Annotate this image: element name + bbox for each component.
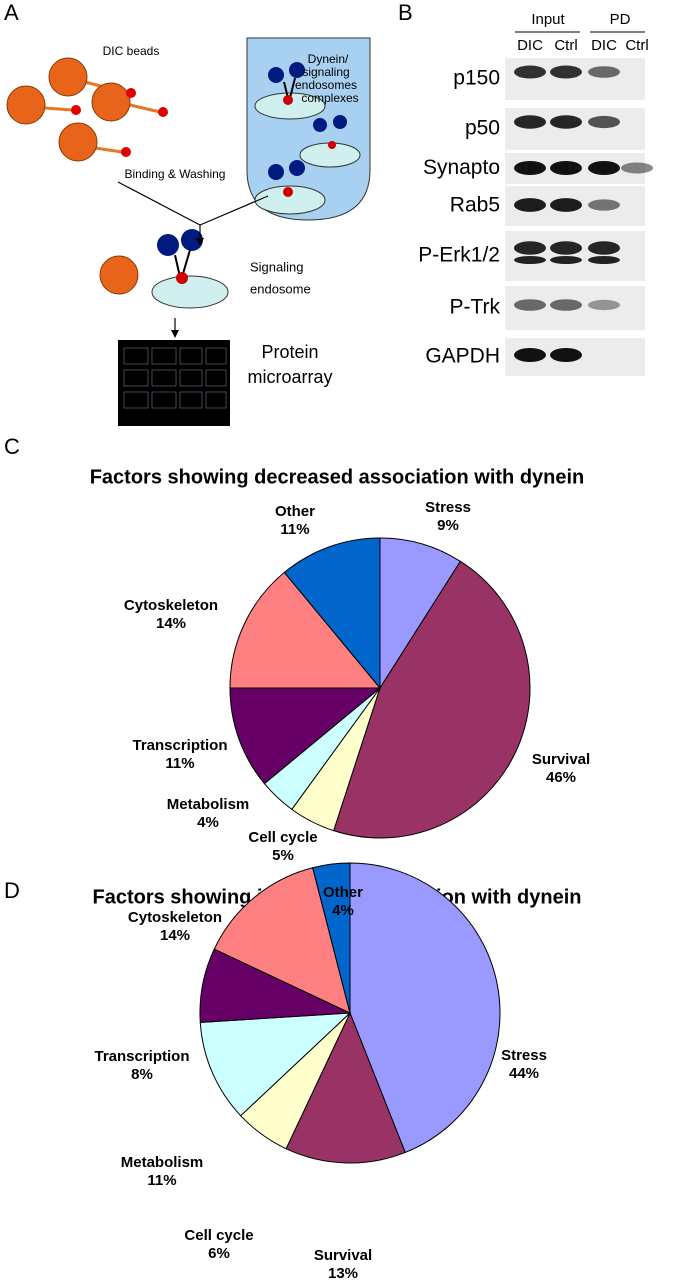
slice-value: 44% bbox=[509, 1065, 539, 1082]
diagram-label: complexes bbox=[301, 91, 358, 105]
pie-slice bbox=[333, 560, 531, 839]
group-label: Input bbox=[531, 11, 565, 28]
slice-label: Stress bbox=[425, 499, 471, 516]
band bbox=[514, 65, 546, 79]
row-label: P-Trk bbox=[449, 296, 500, 319]
slice-label: Cell cycle bbox=[184, 1227, 253, 1244]
diagram-label: signaling bbox=[302, 65, 349, 79]
lane-label: Ctrl bbox=[554, 37, 577, 54]
band bbox=[514, 299, 546, 311]
slice-label: Survival bbox=[314, 1247, 372, 1264]
slice-label: Other bbox=[275, 503, 315, 520]
band bbox=[588, 256, 620, 264]
slice-value: 4% bbox=[332, 902, 354, 919]
slice-value: 6% bbox=[208, 1245, 230, 1262]
band bbox=[550, 241, 582, 255]
band bbox=[514, 198, 546, 212]
panel-label: D bbox=[4, 878, 20, 903]
pie-slice bbox=[199, 1012, 352, 1117]
pie-slice bbox=[229, 571, 382, 689]
slice-value: 14% bbox=[156, 615, 186, 632]
panel-label: B bbox=[398, 0, 413, 25]
band bbox=[514, 348, 546, 362]
pie-slice bbox=[229, 687, 382, 785]
lane-label: Ctrl bbox=[625, 37, 648, 54]
slice-value: 4% bbox=[197, 814, 219, 831]
row-label: GAPDH bbox=[425, 345, 500, 368]
slice-label: Metabolism bbox=[167, 796, 250, 813]
diagram-label: Protein bbox=[261, 342, 318, 362]
group-label: PD bbox=[610, 11, 631, 28]
pie-slice bbox=[213, 867, 351, 1014]
row-label: P-Erk1/2 bbox=[418, 244, 500, 267]
slice-label: Cytoskeleton bbox=[128, 909, 222, 926]
slice-value: 46% bbox=[546, 769, 576, 786]
slice-label: Metabolism bbox=[121, 1154, 204, 1171]
chart-title: Factors showing decreased association wi… bbox=[90, 466, 585, 488]
diagram-label: Signaling bbox=[250, 259, 304, 274]
band bbox=[550, 256, 582, 264]
slice-label: Cell cycle bbox=[248, 829, 317, 846]
diagram-label: DIC beads bbox=[103, 44, 160, 58]
pie-slice bbox=[379, 537, 462, 690]
lane-label: DIC bbox=[517, 37, 543, 54]
slice-label: Stress bbox=[501, 1047, 547, 1064]
band bbox=[550, 115, 582, 129]
row-label: Synapto bbox=[423, 156, 500, 179]
slice-label: Survival bbox=[532, 751, 590, 768]
microarray bbox=[118, 340, 230, 426]
pie-charts: Factors showing decreased association wi… bbox=[90, 466, 590, 1280]
diagram-label: Dynein/ bbox=[308, 52, 349, 66]
slice-label: Transcription bbox=[94, 1048, 189, 1065]
slice-value: 11% bbox=[165, 755, 194, 772]
slice-value: 9% bbox=[437, 517, 459, 534]
band bbox=[514, 241, 546, 255]
diagram-label: Binding & Washing bbox=[125, 167, 226, 181]
slice-value: 11% bbox=[147, 1172, 176, 1189]
slice-value: 11% bbox=[280, 521, 309, 538]
lane-label: DIC bbox=[591, 37, 617, 54]
blot-strip bbox=[505, 231, 645, 281]
pie-slice bbox=[285, 1011, 406, 1164]
slice-value: 13% bbox=[328, 1265, 358, 1280]
row-label: p50 bbox=[465, 117, 500, 140]
row-label: Rab5 bbox=[450, 194, 500, 217]
diagram: DIC beads Binding & Washing Dynein/ sign… bbox=[6, 37, 371, 426]
blot-strip bbox=[505, 108, 645, 150]
slice-label: Other bbox=[323, 884, 363, 901]
pie-slice bbox=[349, 862, 501, 1154]
band bbox=[514, 161, 546, 175]
diagram-label: microarray bbox=[247, 367, 332, 387]
band bbox=[588, 115, 620, 129]
pie-slice bbox=[312, 862, 351, 1014]
pie-slice bbox=[283, 537, 381, 690]
western-blot: Input PD DIC Ctrl DIC Ctrl p150 p50 Synapto Rab5 P… bbox=[418, 11, 653, 376]
slice-value: 8% bbox=[131, 1066, 153, 1083]
band bbox=[588, 66, 620, 78]
slice-label: Cytoskeleton bbox=[124, 597, 218, 614]
band bbox=[550, 348, 582, 362]
blot-strip bbox=[505, 58, 645, 100]
slice-value: 14% bbox=[160, 927, 190, 944]
band bbox=[588, 161, 620, 175]
slice-label: Transcription bbox=[132, 737, 227, 754]
band bbox=[588, 199, 620, 211]
diagram-label: endosome bbox=[250, 281, 311, 296]
panel-label: C bbox=[4, 434, 20, 459]
band bbox=[621, 162, 653, 174]
band bbox=[588, 241, 620, 255]
band bbox=[588, 299, 620, 311]
panel-label: A bbox=[4, 0, 19, 25]
band bbox=[550, 299, 582, 311]
band bbox=[550, 65, 582, 79]
band bbox=[514, 115, 546, 129]
row-label: p150 bbox=[453, 67, 500, 90]
slice-value: 5% bbox=[272, 847, 294, 864]
band bbox=[514, 256, 546, 264]
diagram-label: endosomes bbox=[295, 78, 357, 92]
band bbox=[550, 198, 582, 212]
band bbox=[550, 161, 582, 175]
